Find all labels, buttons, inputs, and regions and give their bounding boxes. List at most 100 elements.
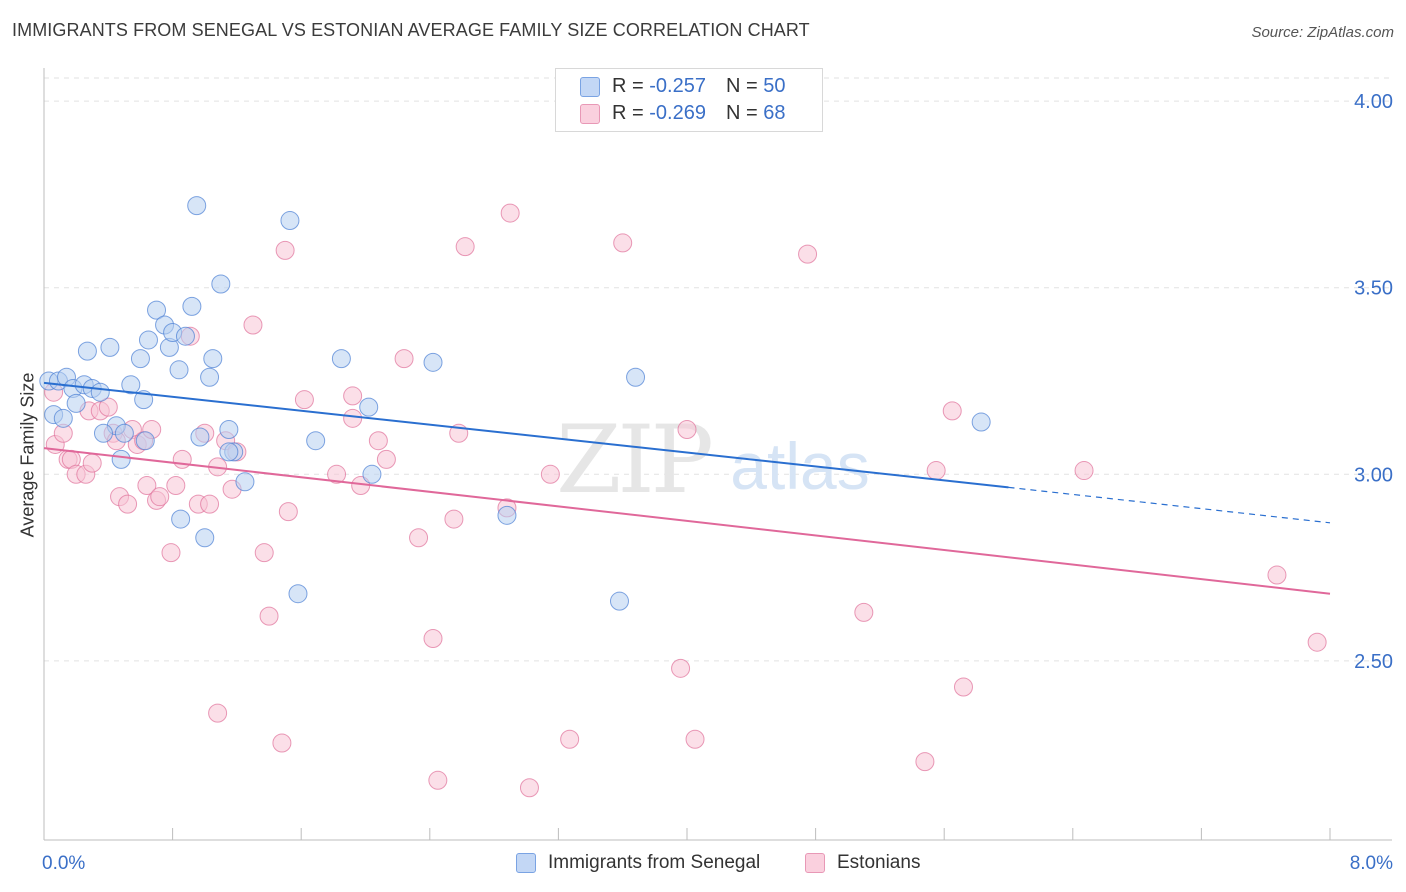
point-senegal (66, 393, 86, 413)
point-estonians (1307, 632, 1327, 652)
x-tick-label: 8.0% (1350, 853, 1393, 874)
point-estonians (343, 408, 363, 428)
point-estonians (82, 453, 102, 473)
legend-r-label: R = (612, 102, 650, 125)
point-estonians (677, 420, 697, 440)
point-senegal (288, 584, 308, 604)
series-senegal (39, 196, 991, 611)
point-estonians (500, 203, 520, 223)
point-senegal (203, 349, 223, 369)
legend-item-estonians[interactable]: Estonians (805, 852, 920, 874)
point-estonians (200, 494, 220, 514)
point-senegal (200, 367, 220, 387)
point-estonians (98, 397, 118, 417)
point-estonians (259, 606, 279, 626)
point-senegal (175, 326, 195, 346)
legend-row-senegal: R = -0.257 N = 50 (580, 75, 785, 99)
point-senegal (187, 196, 207, 216)
point-estonians (294, 390, 314, 410)
legend-label-estonians: Estonians (837, 852, 921, 873)
point-estonians (915, 752, 935, 772)
legend-n-value: 68 (763, 102, 786, 125)
point-senegal (626, 367, 646, 387)
legend-swatch-pink (580, 103, 600, 124)
trendline-senegal (43, 381, 1009, 489)
point-senegal (121, 375, 141, 395)
point-estonians (671, 658, 691, 678)
stats-legend: R = -0.257 N = 50 R = -0.269 N = 68 (555, 68, 823, 132)
point-estonians (798, 244, 818, 264)
point-estonians (409, 528, 429, 548)
point-senegal (77, 341, 97, 361)
point-senegal (423, 352, 443, 372)
point-senegal (331, 349, 351, 369)
legend-n-value: 50 (763, 75, 786, 98)
point-estonians (137, 475, 157, 495)
point-estonians (685, 729, 705, 749)
y-axis-label: Average Family Size (17, 372, 38, 538)
point-senegal (362, 464, 382, 484)
point-senegal (169, 360, 189, 380)
legend-r-value: -0.257 (649, 75, 706, 98)
point-estonians (243, 315, 263, 335)
point-estonians (1074, 461, 1094, 481)
point-senegal (280, 211, 300, 231)
point-senegal (219, 420, 239, 440)
trendline-senegal-projection (1008, 486, 1331, 524)
point-senegal (100, 337, 120, 357)
point-senegal (111, 449, 131, 469)
y-tick-label: 3.00 (1354, 464, 1393, 486)
point-estonians (368, 431, 388, 451)
point-estonians (926, 461, 946, 481)
point-estonians (1267, 565, 1287, 585)
point-estonians (455, 237, 475, 257)
legend-n-label: N = (725, 102, 764, 125)
point-senegal (138, 330, 158, 350)
y-tick-label: 2.50 (1354, 651, 1393, 673)
legend-swatch-blue (516, 853, 536, 873)
point-estonians (172, 449, 192, 469)
point-senegal (171, 509, 191, 529)
legend-item-senegal[interactable]: Immigrants from Senegal (516, 852, 760, 874)
point-senegal (306, 431, 326, 451)
legend-swatch-blue (580, 76, 600, 97)
point-estonians (327, 464, 347, 484)
point-estonians (275, 240, 295, 260)
point-estonians (208, 703, 228, 723)
point-estonians (942, 401, 962, 421)
legend-swatch-pink (805, 853, 825, 873)
point-estonians (161, 543, 181, 563)
x-tick-label: 0.0% (42, 853, 85, 874)
point-senegal (53, 408, 73, 428)
point-estonians (272, 733, 292, 753)
point-senegal (195, 528, 215, 548)
point-senegal (359, 397, 379, 417)
point-estonians (343, 386, 363, 406)
point-estonians (519, 778, 539, 798)
point-estonians (444, 509, 464, 529)
point-senegal (93, 423, 113, 443)
legend-r-value: -0.269 (649, 102, 706, 125)
point-senegal (971, 412, 991, 432)
point-estonians (560, 729, 580, 749)
y-tick-label: 3.50 (1354, 278, 1393, 300)
point-estonians (118, 494, 138, 514)
point-senegal (130, 349, 150, 369)
point-senegal (90, 382, 110, 402)
point-senegal (609, 591, 629, 611)
point-senegal (235, 472, 255, 492)
legend-row-estonians: R = -0.269 N = 68 (580, 102, 785, 126)
point-senegal (147, 300, 167, 320)
chart-title: IMMIGRANTS FROM SENEGAL VS ESTONIAN AVER… (12, 20, 810, 40)
point-estonians (166, 475, 186, 495)
point-estonians (376, 449, 396, 469)
point-estonians (278, 502, 298, 522)
series-legend: Immigrants from Senegal Estonians (0, 852, 1406, 878)
point-estonians (613, 233, 633, 253)
point-estonians (394, 349, 414, 369)
point-estonians (254, 543, 274, 563)
point-senegal (134, 390, 154, 410)
trendline-estonians (43, 447, 1331, 595)
y-tick-label: 4.00 (1354, 91, 1393, 113)
